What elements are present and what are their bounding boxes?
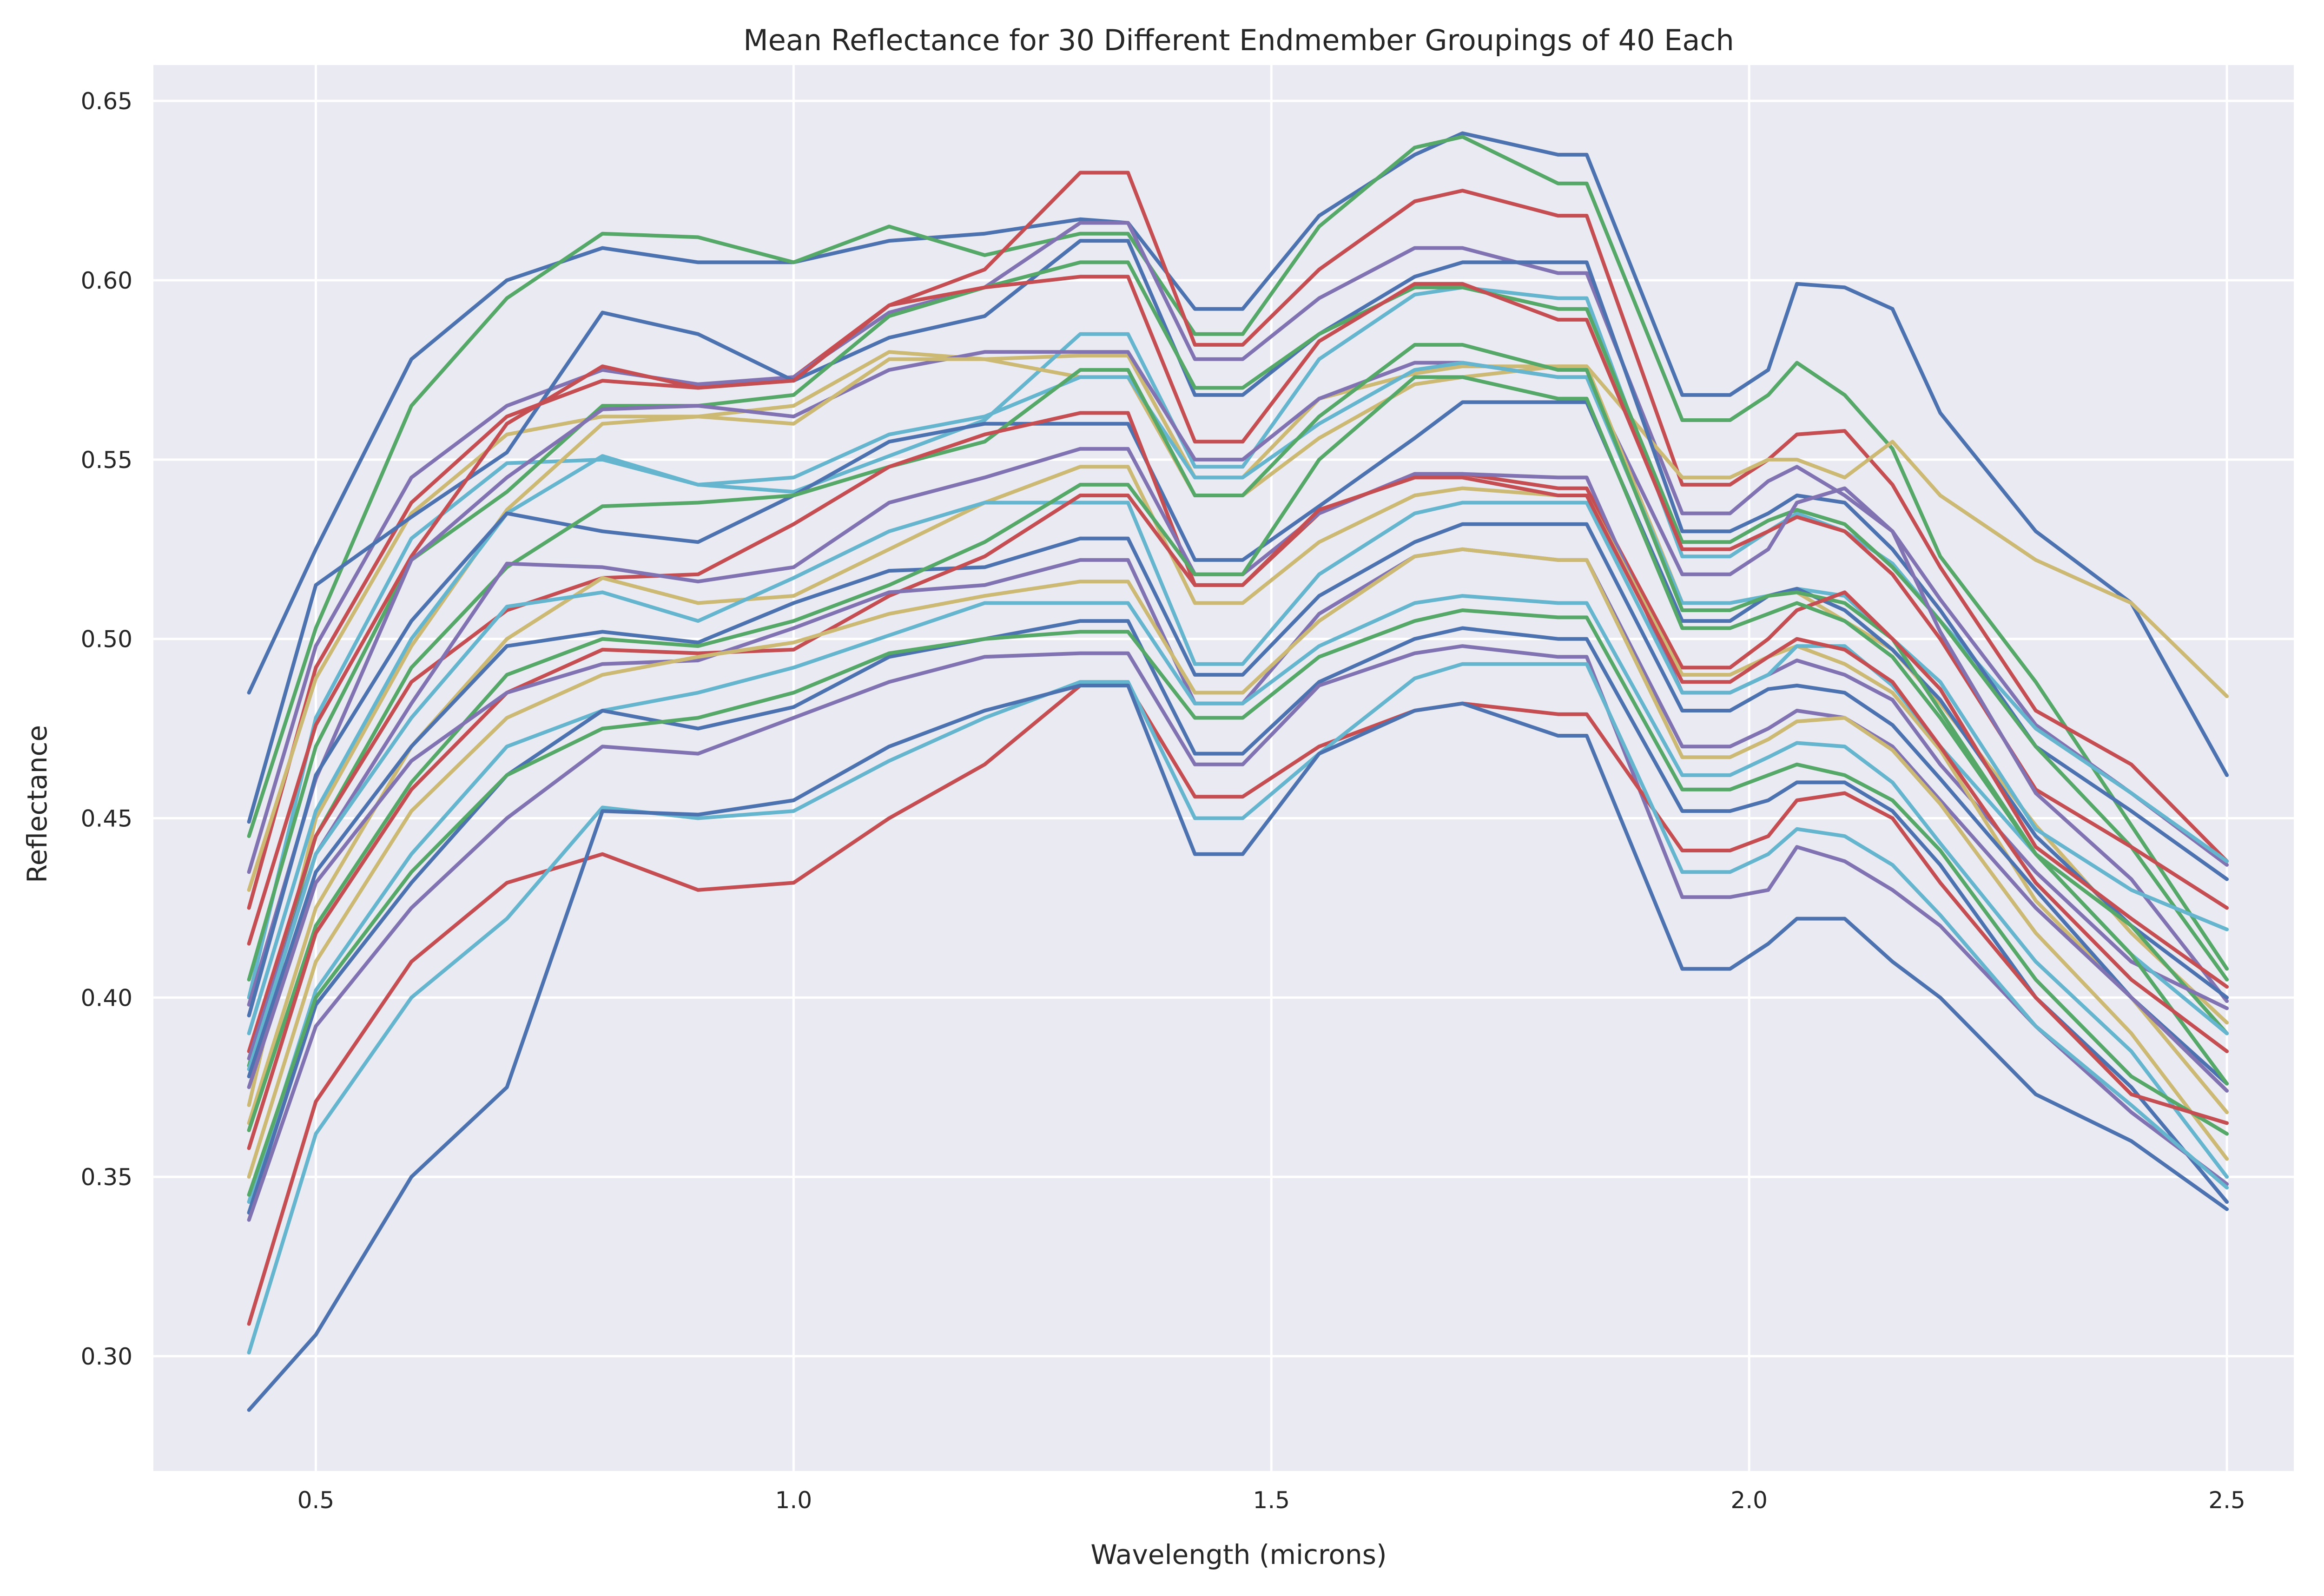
series-line-9 <box>247 275 2229 946</box>
y-tick-label: 0.65 <box>81 88 132 115</box>
y-axis-label: Reflectance <box>21 725 53 883</box>
series-line-5 <box>247 350 2229 892</box>
series-line-28 <box>247 684 2229 1326</box>
series-line-20 <box>247 375 2229 1132</box>
series-line-7 <box>247 239 2229 881</box>
x-tick-label: 0.5 <box>297 1487 335 1514</box>
series-line-26 <box>247 608 2229 1197</box>
series-line-2 <box>247 135 2229 971</box>
y-tick-label: 0.50 <box>81 626 132 653</box>
x-axis-label: Wavelength (microns) <box>1090 1539 1386 1570</box>
series-line-13 <box>247 400 2229 1017</box>
series-line-21 <box>247 475 2229 1150</box>
data-series <box>247 131 2229 1412</box>
y-tick-label: 0.30 <box>81 1343 132 1370</box>
series-line-23 <box>247 547 2229 1179</box>
y-tick-label: 0.40 <box>81 984 132 1011</box>
x-tick-label: 2.5 <box>2208 1487 2245 1514</box>
series-line-27 <box>247 644 2229 1222</box>
x-tick-label: 1.0 <box>775 1487 812 1514</box>
y-tick-label: 0.35 <box>81 1164 132 1191</box>
series-line-25 <box>247 619 2229 1215</box>
series-line-11 <box>247 357 2229 1107</box>
series-line-30 <box>247 684 2229 1412</box>
x-tick-label: 1.5 <box>1253 1487 1290 1514</box>
series-line-14 <box>247 343 2229 1068</box>
series-line-17 <box>247 465 2229 1125</box>
x-tick-label: 2.0 <box>1730 1487 1768 1514</box>
series-line-24 <box>247 594 2229 1204</box>
plot-area <box>153 65 2294 1471</box>
y-tick-label: 0.55 <box>81 447 132 474</box>
tick-labels: 0.5 1.0 1.5 2.0 2.5 0.30 0.35 0.40 0.45 0.50 0.55 0… <box>81 88 2245 1514</box>
y-tick-label: 0.45 <box>81 805 132 832</box>
chart-title: Mean Reflectance for 30 Different Endmem… <box>743 23 1734 57</box>
y-tick-label: 0.60 <box>81 267 132 294</box>
series-line-19 <box>247 522 2229 1086</box>
